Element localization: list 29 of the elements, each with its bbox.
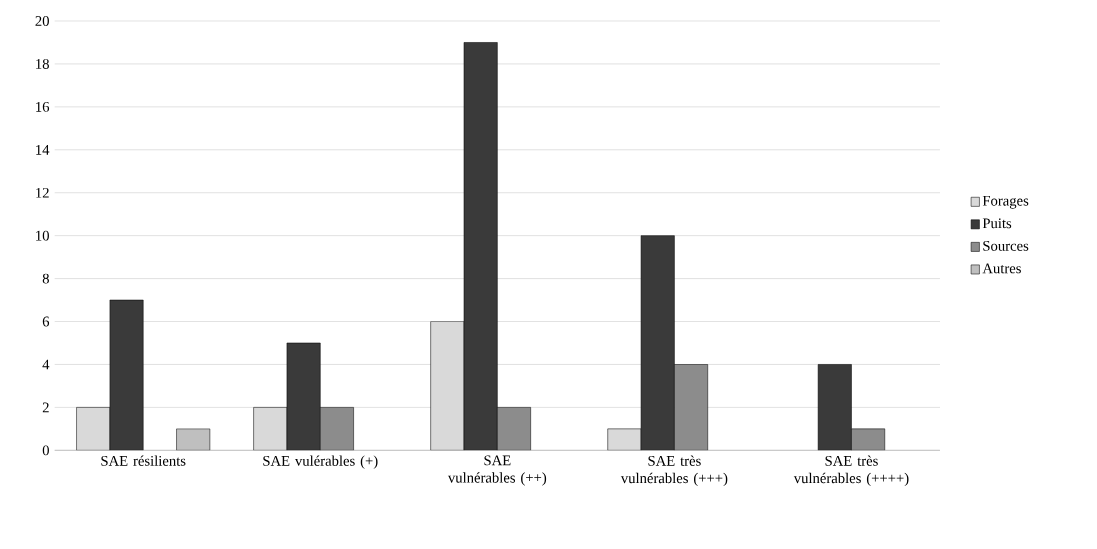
bar: [430, 321, 465, 451]
bar: [253, 407, 288, 451]
legend-label: Forages: [982, 195, 1029, 209]
bar: [286, 342, 321, 451]
x-tick-label: SAE très vulnérables (+++): [620, 455, 728, 487]
bar: [109, 299, 144, 451]
bar: [463, 42, 498, 451]
x-tick-label: SAE vulérables (+): [263, 455, 378, 469]
legend-label: Sources: [983, 240, 1029, 251]
y-tick-label: 14: [36, 144, 50, 155]
x-tick-label: SAE résilients: [101, 455, 186, 466]
legend-label: Puits: [982, 218, 1012, 229]
legend-label: Autres: [982, 263, 1021, 274]
y-tick-label: 16: [36, 101, 50, 112]
y-tick-label: 10: [36, 230, 49, 241]
y-tick-label: 2: [42, 402, 49, 413]
y-tick-label: 18: [36, 58, 49, 69]
bar: [607, 428, 642, 451]
y-tick-label: 4: [42, 359, 50, 370]
y-tick-label: 0: [42, 445, 49, 456]
y-tick-label: 8: [42, 273, 49, 284]
y-tick-label: 12: [36, 187, 49, 198]
bar: [640, 235, 675, 451]
bar: [76, 407, 111, 451]
y-tick-label: 6: [42, 316, 50, 327]
y-tick-label: 20: [35, 16, 49, 26]
x-tick-label: SAE vulnérables (++): [447, 455, 547, 486]
x-tick-label: SAE très vulnérables (++++): [793, 455, 909, 487]
bar: [817, 364, 852, 451]
